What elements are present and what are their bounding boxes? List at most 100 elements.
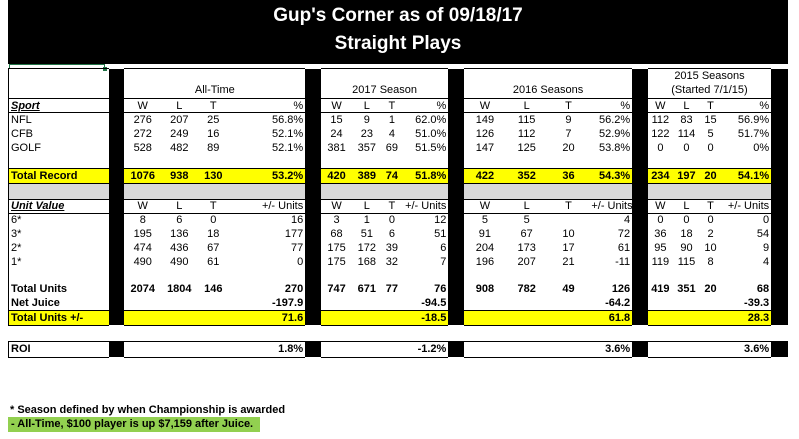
row-label: 6*: [7, 213, 109, 227]
value-cell: 0: [683, 141, 690, 154]
column-separator: [632, 126, 648, 141]
header-s16: [464, 68, 633, 83]
value-cell: 95: [654, 242, 667, 254]
total-units-value: 77: [385, 283, 399, 295]
column-separator: [108, 82, 125, 99]
total-value: 422: [464, 167, 506, 184]
value-cell: 72: [617, 228, 631, 240]
column-separator: [305, 213, 321, 227]
total-units-value: 146: [204, 283, 223, 295]
total-value: 197: [672, 167, 701, 184]
column-separator: [632, 241, 648, 255]
row-label: 3*: [7, 227, 109, 241]
blank-cell: [124, 155, 305, 169]
column-separator: [632, 213, 648, 227]
column-header: L: [672, 198, 701, 214]
blank-cell: [464, 155, 632, 169]
column-separator: [771, 255, 788, 269]
column-separator: [108, 269, 125, 282]
blank-cell: [321, 155, 448, 169]
column-separator: [305, 282, 321, 296]
table-row: 1* 490 490 61 0 175 168 32 7 196 207 21 -11 119 115 8 4: [7, 255, 788, 269]
value-cell: 51: [434, 228, 447, 240]
value-cell: 207: [170, 113, 189, 126]
section-label: Sport: [7, 98, 109, 113]
header-s17: 2017 Season: [352, 84, 418, 97]
value-cell: 7: [440, 256, 447, 268]
value-cell: 474: [133, 242, 152, 254]
column-separator: [305, 68, 321, 83]
table-row: Unit Value W L T +/- Units W L T +/- Units W L T +/-…: [7, 198, 788, 214]
value-cell: 126: [475, 127, 495, 140]
total-value: 130: [197, 167, 229, 184]
column-separator: [108, 282, 125, 296]
row-label: GOLF: [7, 140, 109, 155]
value-cell: 119: [651, 256, 670, 268]
table-row: NFL 276 207 25 56.8% 15 9 1 62.0% 149 115 9 56.2% 112…: [7, 112, 788, 127]
value-cell: 381: [327, 141, 346, 154]
value-cell: 0: [388, 214, 395, 227]
total-value: 74: [381, 167, 403, 184]
value-cell: 36: [654, 228, 667, 240]
column-separator: [448, 213, 464, 227]
total-units-value: 2074: [130, 283, 155, 295]
value-cell: 272: [133, 127, 152, 140]
value-cell: 10: [704, 242, 717, 254]
total-value: 389: [352, 167, 382, 184]
value-cell: 10: [562, 228, 575, 240]
total-units-value: 49: [562, 283, 575, 295]
value-cell: 0: [763, 214, 770, 227]
value-cell: 112: [517, 127, 536, 140]
value-cell: 195: [133, 228, 152, 240]
total-units-value: 270: [284, 283, 304, 295]
total-value: 352: [505, 167, 548, 184]
value-cell: 24: [330, 127, 343, 140]
total-units-value: 908: [475, 283, 495, 295]
column-separator: [632, 341, 648, 357]
column-separator: [771, 112, 788, 127]
value-cell: 83: [680, 113, 693, 126]
column-header: L: [161, 98, 198, 113]
header-s15: (Started 7/1/15): [671, 84, 748, 97]
column-separator: [771, 199, 788, 213]
column-header: L: [672, 98, 701, 113]
roi-value: 3.6%: [464, 340, 633, 358]
column-separator: [448, 269, 464, 282]
column-header: T: [700, 98, 721, 113]
table-row: [7, 183, 788, 199]
total-value: 1076: [124, 167, 162, 184]
value-cell: 68: [330, 228, 343, 240]
column-header: T: [381, 198, 403, 214]
column-separator: [108, 341, 125, 357]
value-cell: 67: [520, 228, 533, 240]
table-row: 6* 8 6 0 16 3 1 0 12 5 5 4 0 0 0 0: [7, 213, 788, 227]
column-separator: [448, 126, 464, 141]
column-separator: [771, 126, 788, 141]
column-separator: [305, 98, 321, 113]
column-header: L: [352, 98, 382, 113]
column-separator: [448, 199, 464, 213]
value-cell: 25: [207, 113, 220, 126]
blank-cell: [648, 269, 771, 282]
report-title: Gup's Corner as of 09/18/17: [273, 5, 523, 26]
value-cell: 69: [385, 141, 399, 154]
total-units-value: 1804: [167, 283, 192, 295]
column-header: T: [197, 198, 229, 214]
column-header: +/- Units: [589, 198, 633, 214]
column-separator: [771, 183, 788, 199]
header-s16: 2016 Seasons: [512, 84, 584, 97]
column-header: T: [547, 198, 590, 214]
column-separator: [771, 241, 788, 255]
column-header: L: [505, 98, 548, 113]
total-units-label: Total Units: [7, 282, 109, 296]
column-separator: [305, 199, 321, 213]
column-separator: [448, 168, 464, 183]
header-at: [124, 68, 306, 83]
stats-table: 2015 Seasons All-Time 2017 Season 2016 Seas…: [7, 68, 788, 358]
separator-band: [320, 183, 449, 199]
net-juice-label: Net Juice: [7, 296, 109, 310]
total-value: 234: [647, 167, 673, 184]
total-units-value: 76: [434, 283, 447, 295]
value-cell: 9: [363, 113, 370, 126]
value-cell: 52.1%: [272, 127, 304, 140]
